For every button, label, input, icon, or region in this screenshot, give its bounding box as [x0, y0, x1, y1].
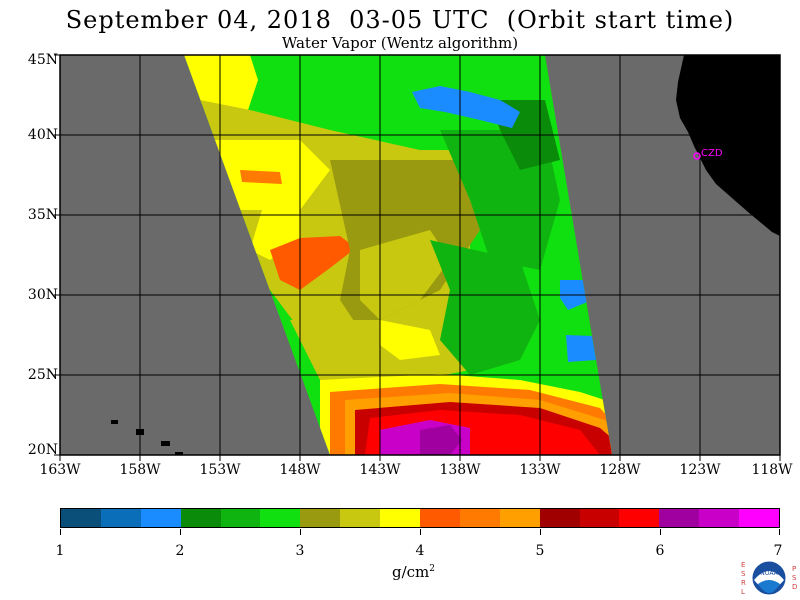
colorbar-swatch	[619, 509, 660, 527]
station-label: CZD	[701, 148, 723, 159]
colorbar-tick	[180, 529, 181, 535]
logo-left-letter: E	[741, 561, 745, 569]
lon-label: 143W	[359, 462, 401, 478]
island	[161, 441, 170, 446]
lon-label: 123W	[679, 462, 721, 478]
lon-label: 118W	[751, 462, 793, 478]
colorbar-swatch	[300, 509, 341, 527]
colorbar-tick	[660, 529, 661, 535]
map-frame	[59, 54, 781, 456]
logo-emblem	[758, 580, 780, 593]
island	[175, 452, 183, 455]
units-exponent: 2	[429, 564, 436, 574]
x-ticks	[59, 455, 781, 461]
colorbar-label: 3	[295, 543, 305, 559]
island	[111, 420, 118, 424]
logo-right-letter: P	[792, 565, 796, 573]
colorbar-swatch	[380, 509, 421, 527]
colorbar-swatch	[699, 509, 740, 527]
logo-left-letter: S	[741, 570, 746, 578]
map-title: September 04, 2018 03-05 UTC (Orbit star…	[65, 6, 735, 34]
lat-label: 40N	[27, 127, 58, 143]
colorbar-units: g/cm2	[392, 563, 435, 581]
logo-right-letter: D	[792, 583, 797, 591]
colorbar-swatch	[260, 509, 301, 527]
colorbar-tick	[420, 529, 421, 535]
lon-label: 153W	[199, 462, 241, 478]
noaa-esrl-psd-logo: E S R L P S D NOAA	[741, 560, 797, 596]
lon-label: 148W	[279, 462, 321, 478]
colorbar-label: 5	[535, 543, 545, 559]
colorbar-swatch	[539, 509, 580, 527]
colorbar-swatch	[420, 509, 460, 527]
lon-label: 128W	[599, 462, 641, 478]
colorbar-tick	[540, 529, 541, 535]
colorbar-swatch	[220, 509, 261, 527]
units-text: g/cm	[392, 563, 430, 581]
lon-label: 138W	[439, 462, 481, 478]
colorbar-tick	[60, 529, 61, 535]
colorbar-label: 1	[55, 543, 65, 559]
lat-label: 20N	[27, 442, 58, 458]
y-ticks	[54, 54, 60, 456]
colorbar-swatch	[499, 509, 540, 527]
colorbar-swatch	[61, 509, 101, 527]
colorbar-swatch	[100, 509, 141, 527]
colorbar-tick	[779, 529, 780, 535]
lat-label: 45N	[27, 52, 58, 68]
colorbar-label: 6	[655, 543, 665, 559]
graticule	[60, 55, 780, 455]
lat-label: 35N	[27, 207, 58, 223]
lat-label: 25N	[27, 367, 58, 383]
lon-label: 133W	[519, 462, 561, 478]
colorbar-swatch	[659, 509, 700, 527]
colorbar-label: 2	[175, 543, 185, 559]
lon-label: 158W	[119, 462, 161, 478]
colorbar-swatch	[739, 509, 780, 527]
colorbar-swatch	[340, 509, 381, 527]
logo-left-letter: R	[741, 579, 746, 587]
logo-center-text: NOAA	[760, 570, 778, 577]
colorbar-label: 4	[415, 543, 425, 559]
colorbar	[60, 508, 780, 528]
colorbar-swatch	[140, 509, 181, 527]
colorbar-label: 7	[773, 543, 783, 559]
lon-label: 163W	[39, 462, 81, 478]
logo-left-letter: L	[741, 588, 745, 596]
map-subtitle: Water Vapor (Wentz algorithm)	[281, 34, 519, 52]
station-marker-icon	[693, 152, 701, 160]
colorbar-swatch	[180, 509, 221, 527]
colorbar-swatch	[459, 509, 500, 527]
colorbar-tick	[300, 529, 301, 535]
lat-label: 30N	[27, 287, 58, 303]
coastline-land	[676, 55, 780, 236]
logo-right-letter: S	[792, 574, 797, 582]
colorbar-swatch	[579, 509, 620, 527]
